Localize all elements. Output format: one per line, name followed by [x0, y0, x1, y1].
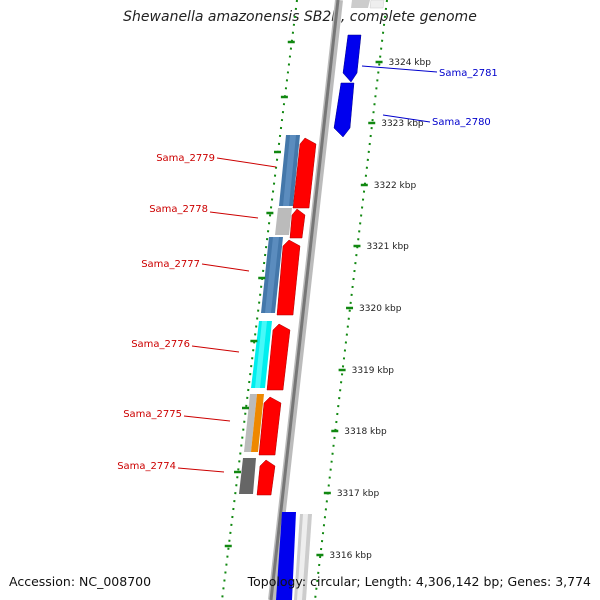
gene-arrow-sama-2776[interactable]: [266, 323, 291, 391]
gene-arrow-sama-2775[interactable]: [258, 396, 282, 456]
kbp-tick-label: 3324 kbp: [389, 58, 432, 68]
kbp-tick-label: 3316 kbp: [329, 551, 372, 561]
gene-label-sama-2777[interactable]: Sama_2777: [141, 259, 200, 270]
gene-arrow-sama-2777[interactable]: [276, 239, 301, 316]
gene-arrow-sama-2778[interactable]: [289, 208, 306, 239]
gene-label-sama-2775[interactable]: Sama_2775: [123, 409, 182, 420]
kbp-tick-label: 3318 kbp: [344, 427, 387, 437]
gene-leader-line: [191, 345, 240, 353]
gene-label-sama-2776[interactable]: Sama_2776: [131, 339, 190, 350]
gene-arrow-sama-2781[interactable]: [342, 34, 362, 83]
gene-leader-line: [209, 211, 259, 219]
kbp-tick-label: 3320 kbp: [359, 304, 402, 314]
genome-backbone: [268, 0, 343, 600]
gene-labels: Sama_2781 Sama_2780 Sama_2779 Sama_2778 Sama…: [117, 65, 498, 473]
kbp-tick-label: 3317 kbp: [337, 489, 380, 499]
gene-arrow-sama-2774[interactable]: [256, 459, 276, 496]
accession-label: Accession: NC_008700: [9, 574, 152, 589]
gene-leader-line: [216, 157, 277, 168]
topology-label: Topology: circular; Length: 4,306,142 bp…: [247, 574, 591, 589]
kbp-tick-label: 3319 kbp: [352, 366, 395, 376]
gene-arrow-sama-2779[interactable]: [292, 137, 317, 209]
kbp-tick-label: 3322 kbp: [374, 181, 417, 191]
gene-leader-line: [177, 467, 225, 473]
gene-label-sama-2774[interactable]: Sama_2774: [117, 461, 176, 472]
kbp-tick-label: 3323 kbp: [381, 119, 424, 129]
gene-leader-line: [382, 114, 431, 123]
genome-title: Shewanella amazonensis SB2B, complete ge…: [123, 9, 477, 25]
feature-blocks: [239, 0, 385, 600]
gene-label-sama-2779[interactable]: Sama_2779: [156, 153, 215, 164]
kbp-tick-label: 3321 kbp: [366, 242, 409, 252]
gene-leader-line: [201, 263, 250, 272]
gene-leader-line: [361, 65, 438, 73]
gene-leader-line: [183, 415, 231, 422]
gene-label-sama-2780[interactable]: Sama_2780: [432, 117, 491, 128]
gene-label-sama-2781[interactable]: Sama_2781: [439, 68, 498, 79]
gene-label-sama-2778[interactable]: Sama_2778: [149, 204, 208, 215]
gene-arrow-sama-2780[interactable]: [333, 82, 355, 138]
kbp-ticks: 3324 kbp 3323 kbp 3322 kbp 3321 kbp 3320 kbp…: [224, 40, 432, 561]
